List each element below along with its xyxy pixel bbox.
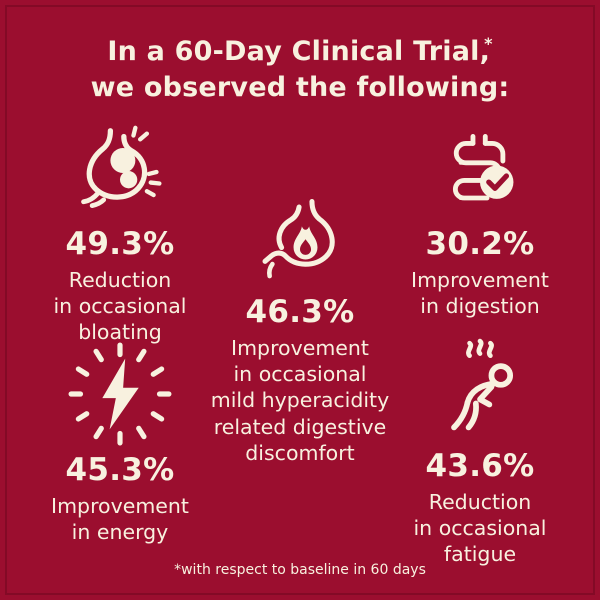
- page-title: In a 60-Day Clinical Trial,* we observed…: [0, 26, 600, 106]
- fatigue-person-icon: [380, 338, 580, 442]
- stat-value: 45.3%: [65, 452, 175, 488]
- stomach-flame-icon: [185, 196, 415, 288]
- title-asterisk: *: [484, 34, 493, 53]
- stat-value: 49.3%: [65, 226, 175, 262]
- stat-energy: 45.3% Improvement in energy: [20, 342, 220, 545]
- stat-bloating: 49.3% Reduction in occasional bloating: [20, 124, 220, 346]
- title-line2: we observed the following:: [90, 72, 510, 103]
- footnote: *with respect to baseline in 60 days: [174, 562, 426, 578]
- title-line1: In a 60-Day Clinical Trial,: [107, 36, 491, 67]
- intestine-check-icon: [380, 132, 580, 220]
- stat-value: 30.2%: [425, 226, 535, 262]
- stat-label: Improvement in energy: [51, 494, 189, 545]
- stat-label: Improvement in digestion: [411, 268, 549, 319]
- stat-value: 46.3%: [245, 294, 355, 330]
- stomach-bloating-icon: [20, 124, 220, 220]
- stat-fatigue: 43.6% Reduction in occasional fatigue: [380, 338, 580, 568]
- stat-hyperacidity: 46.3% Improvement in occasional mild hyper…: [185, 196, 415, 466]
- stat-label: Reduction in occasional fatigue: [413, 490, 547, 567]
- energy-bolt-icon: [20, 342, 220, 446]
- stat-digestion: 30.2% Improvement in digestion: [380, 132, 580, 319]
- stat-value: 43.6%: [425, 448, 535, 484]
- stat-label: Reduction in occasional bloating: [53, 268, 187, 345]
- stat-label: Improvement in occasional mild hyperacidit…: [210, 336, 390, 465]
